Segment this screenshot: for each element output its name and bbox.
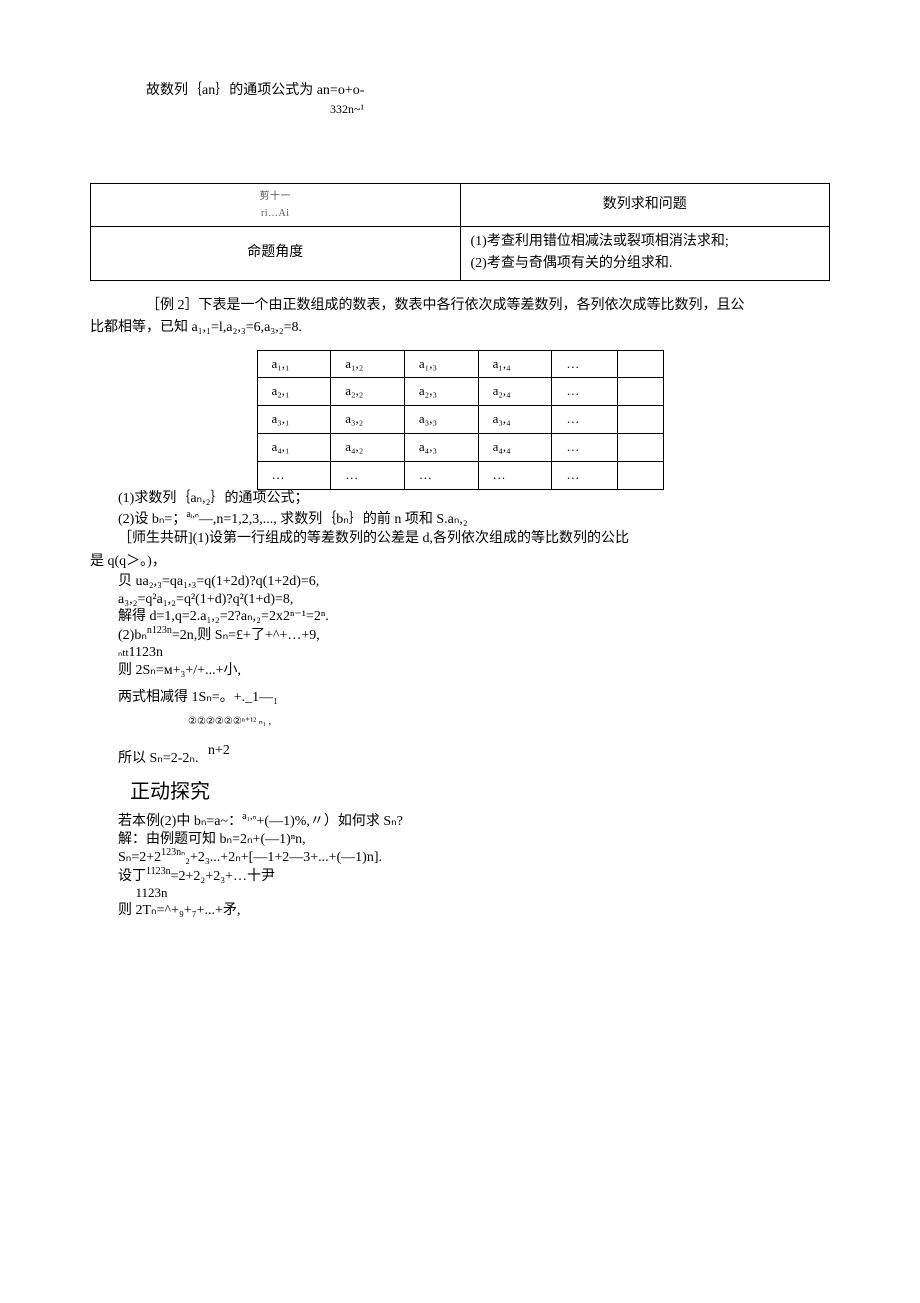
cell: a₃,₄ <box>478 406 552 434</box>
eq6: 则 2Sₙ=м+₃+/+...+小, <box>90 662 830 680</box>
example2-intro-1: ［例 2］下表是一个由正数组成的数表，数表中各行依次成等差数列，各列依次成等比数… <box>90 295 830 317</box>
eq1: 贝 ua₂,₃=qa₁,₃=q(1+2d)?q(1+2d)=6, <box>90 573 830 591</box>
cell: a₄,₁ <box>257 433 331 461</box>
angle-1: (1)考查利用错位相减法或裂项相消法求和; <box>471 234 729 249</box>
cell: … <box>404 461 478 489</box>
tj3b: ₂+2₃...+2ₙ+[—1+2—3+...+(—1)n]. <box>185 850 382 865</box>
table-row: a₄,₁ a₄,₂ a₄,₃ a₄,₄ … <box>257 433 663 461</box>
tj2: 解：由例题可知 bₙ=2ₙ+(—1)ⁿn, <box>90 831 830 849</box>
cell <box>618 433 663 461</box>
angle-2: (2)考查与奇偶项有关的分组求和. <box>471 256 673 271</box>
tj1b: +(—1)%,〃）如何求 Sₙ? <box>257 814 403 829</box>
tj5: 1123n <box>90 885 830 901</box>
cell: a₁,₁ <box>257 350 331 378</box>
kaodian-small-2: ri…Ai <box>261 208 290 219</box>
cell <box>618 350 663 378</box>
cell: … <box>478 461 552 489</box>
matrix-table: a₁,₁ a₁,₂ a₁,₃ a₁,₄ … a₂,₁ a₂,₂ a₂,₃ a₂,… <box>257 350 664 490</box>
tj1mid: a₁,ₙ <box>242 812 256 822</box>
tj1: 若本例(2)中 bₙ=a~：a₁,ₙ+(—1)%,〃）如何求 Sₙ? <box>90 812 830 831</box>
eq5a: ₙtt <box>118 647 129 659</box>
cell: a₄,₃ <box>404 433 478 461</box>
table-row: a₂,₁ a₂,₂ a₂,₃ a₂,₄ … <box>257 378 663 406</box>
eq4up: n123n <box>147 626 172 636</box>
eq5b: 1123n <box>129 645 163 660</box>
formula-line-1b: 332n~¹ <box>90 102 830 117</box>
cell: … <box>257 461 331 489</box>
eq2: a₃,₂=q²a₁,₂=q²(1+d)?q²(1+d)=8, <box>90 591 830 609</box>
cell: … <box>552 406 618 434</box>
topic-cell-1-1: 剪十一 ri…Ai <box>91 184 461 227</box>
q2: (2)设 bₙ=；aᵢ,ₙ—,n=1,2,3,..., 求数列｛bₙ｝的前 n … <box>90 510 830 529</box>
eq8b: n+2 <box>208 740 230 762</box>
cell: a₂,₄ <box>478 378 552 406</box>
eq4: (2)bₙn123n=2n,则 Sₙ=£+了+^+…+9, <box>90 626 830 645</box>
cell: a₁,₂ <box>331 350 405 378</box>
cell: … <box>552 461 618 489</box>
sol-intro: ［师生共研](1)设第一行组成的等差数列的公差是 d,各列依次组成的等比数列的公… <box>90 528 830 550</box>
cell: a₃,₃ <box>404 406 478 434</box>
cell <box>618 378 663 406</box>
cell: … <box>552 378 618 406</box>
tj6: 则 2Tₙ=^+₉+₇+...+矛, <box>90 902 830 920</box>
cell: a₃,₂ <box>331 406 405 434</box>
tj4a: 设丁 <box>118 869 146 884</box>
tj3up: 123nₙ <box>161 848 185 858</box>
cell <box>618 406 663 434</box>
tj4up: 1123n <box>146 867 171 877</box>
q1: (1)求数列｛aₙ,₂｝的通项公式； <box>90 488 830 510</box>
cell: a₁,₄ <box>478 350 552 378</box>
table-row: … … … … … <box>257 461 663 489</box>
cell: a₁,₃ <box>404 350 478 378</box>
eq4a: (2)bₙ <box>118 628 147 643</box>
cell: a₂,₁ <box>257 378 331 406</box>
eq5: ₙtt1123n <box>90 644 830 662</box>
eq7: 两式相减得 1Sₙ=。+._1—₁ ②②②②②②ⁿ⁺¹² ₙ₁ , <box>90 687 830 732</box>
eq4b: =2n,则 Sₙ=£+了+^+…+9, <box>172 628 320 643</box>
cell: a₂,₂ <box>331 378 405 406</box>
eq8a: 所以 Sₙ=2-2ₙ. <box>118 751 199 766</box>
topic-table: 剪十一 ri…Ai 数列求和问题 命题角度 (1)考查利用错位相减法或裂项相消法… <box>90 183 830 280</box>
cell: a₄,₂ <box>331 433 405 461</box>
topic-cell-2-2: (1)考查利用错位相减法或裂项相消法求和; (2)考查与奇偶项有关的分组求和. <box>460 226 830 280</box>
tj3a: Sₙ=2+2 <box>118 850 161 865</box>
tj3: Sₙ=2+2123nₙ₂+2₃...+2ₙ+[—1+2—3+...+(—1)n]… <box>90 848 830 867</box>
eq8: 所以 Sₙ=2-2ₙ. n+2 <box>90 740 830 770</box>
tanjiu-heading: 正动探究 <box>130 776 830 808</box>
tj4b: =2+2₂+2₃+…十尹 <box>171 869 275 884</box>
cell: a₄,₄ <box>478 433 552 461</box>
formula-line-1: 故数列｛an｝的通项公式为 an=o+o- <box>90 80 830 102</box>
example2-intro-2: 比都相等，已知 a₁,₁=l,a₂,₃=6,a₃,₂=8. <box>90 317 830 339</box>
kaodian-small-1: 剪十一 <box>260 191 292 202</box>
cell <box>618 461 663 489</box>
tj4: 设丁1123n=2+2₂+2₃+…十尹 <box>90 867 830 886</box>
cell: a₂,₃ <box>404 378 478 406</box>
cell: … <box>331 461 405 489</box>
eq7a: 两式相减得 1Sₙ=。+._1—₁ <box>118 690 278 705</box>
cell: … <box>552 433 618 461</box>
q2-b: —,n=1,2,3,..., 求数列｛bₙ｝的前 n 项和 S.aₙ,₂ <box>199 512 468 527</box>
eq3: 解得 d=1,q=2.a₁,₂=2?aₙ,₂=2x2ⁿ⁻¹=2ⁿ. <box>90 608 830 626</box>
eq7b: ②②②②②②ⁿ⁺¹² ₙ₁ , <box>118 716 271 727</box>
topic-cell-2-1: 命题角度 <box>91 226 461 280</box>
tj1a: 若本例(2)中 bₙ=a~： <box>118 814 242 829</box>
topic-cell-1-2: 数列求和问题 <box>460 184 830 227</box>
sol-intro-b: 是 q(q＞。)， <box>90 551 830 573</box>
table-row: a₁,₁ a₁,₂ a₁,₃ a₁,₄ … <box>257 350 663 378</box>
q2-a: (2)设 bₙ=； <box>118 512 186 527</box>
table-row: a₃,₁ a₃,₂ a₃,₃ a₃,₄ … <box>257 406 663 434</box>
q2-frac: aᵢ,ₙ <box>186 510 199 520</box>
cell: a₃,₁ <box>257 406 331 434</box>
spacer <box>90 117 830 177</box>
cell: … <box>552 350 618 378</box>
